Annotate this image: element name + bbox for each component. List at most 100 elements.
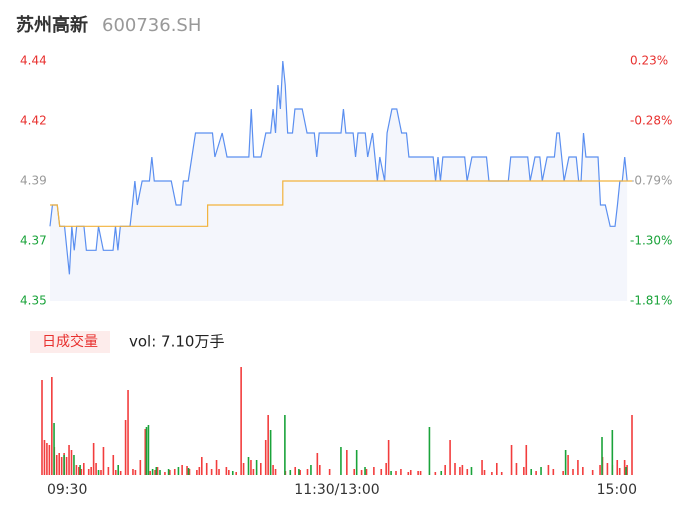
volume-bar (274, 469, 277, 475)
volume-bar (449, 440, 451, 475)
volume-bar (46, 443, 48, 475)
volume-bar (434, 472, 437, 475)
y-tick-label: 4.35 (20, 294, 47, 308)
volume-bar (289, 470, 292, 475)
volume-bar (454, 463, 456, 475)
volume-bar (328, 469, 331, 475)
volume-bar (144, 429, 147, 475)
volume-bar (299, 470, 301, 475)
volume-bar (269, 430, 272, 475)
volume-bar (79, 465, 81, 475)
volume-bar (606, 463, 609, 475)
volume-bar (500, 472, 503, 475)
x-tick-label: 15:00 (597, 482, 637, 498)
volume-bar (139, 460, 142, 475)
volume-bar (225, 467, 228, 475)
volume-bar (625, 467, 627, 475)
volume-bar (385, 463, 387, 475)
volume-bar (55, 455, 58, 475)
y2-tick-label: -1.30% (630, 234, 672, 248)
volume-bar (259, 463, 262, 475)
average-line (50, 180, 632, 227)
volume-bar (390, 471, 392, 475)
volume-bar (298, 469, 300, 475)
volume-bar (306, 469, 309, 475)
volume-bar (107, 467, 110, 475)
volume-bar (169, 470, 171, 475)
volume-bar (68, 445, 70, 475)
volume-bar (114, 470, 117, 475)
volume-bar (562, 471, 564, 475)
volume-bar (466, 469, 469, 475)
volume-bar (284, 415, 286, 475)
volume-bar (510, 445, 513, 475)
volume-title: 日成交量 (42, 333, 98, 350)
volume-bar (242, 463, 245, 475)
volume-bar (353, 469, 356, 475)
volume-bar (264, 440, 267, 475)
volume-bar (41, 380, 43, 475)
volume-total: vol: 7.10万手 (129, 333, 224, 351)
volume-bar (51, 377, 53, 475)
volume-bar (177, 467, 180, 475)
y-tick-label: 4.39 (20, 174, 47, 188)
volume-bar (623, 460, 626, 475)
volume-bar (294, 467, 297, 475)
volume-bar (155, 467, 158, 475)
volume-bar (355, 450, 358, 475)
volume-bar (200, 457, 203, 475)
y2-tick-label: -1.81% (630, 294, 672, 308)
volume-bar (564, 450, 567, 475)
volume-bar (48, 445, 51, 475)
volume-bar (572, 469, 574, 475)
volume-bar (380, 469, 383, 475)
volume-bar (491, 472, 493, 475)
volume-bar (523, 467, 525, 475)
volume-bar (58, 453, 61, 475)
volume-bar (149, 471, 151, 475)
volume-bar (364, 467, 366, 475)
volume-bar (90, 467, 92, 475)
volume-bar (346, 450, 348, 475)
volume-bar (100, 470, 102, 475)
volume-bar (267, 415, 269, 475)
volume-bar (167, 469, 170, 475)
volume-bar (151, 469, 154, 475)
volume-bar (552, 469, 555, 475)
volume-bar (240, 367, 242, 475)
volume-bar (373, 467, 375, 475)
volume-bar (395, 471, 397, 475)
volume-bar (440, 471, 443, 475)
volume-bar (188, 469, 191, 475)
stock-name: 苏州高新 (16, 14, 88, 36)
volume-bar (365, 469, 368, 475)
volume-bar (252, 469, 255, 475)
volume-bar (340, 447, 342, 475)
volume-bar (218, 469, 220, 475)
y-tick-label: 4.44 (20, 54, 47, 68)
volume-bar (186, 466, 188, 475)
volume-bar (547, 465, 550, 475)
volume-bar (407, 472, 410, 475)
volume-bar (428, 427, 431, 475)
volume-bar (145, 427, 148, 475)
x-tick-label: 09:30 (47, 482, 87, 498)
volume-bar (173, 469, 176, 475)
volume-bar (470, 467, 473, 475)
volume-bar (616, 460, 619, 475)
volume-bar (316, 453, 319, 475)
volume-bar (255, 460, 258, 475)
volume-bar (97, 470, 100, 475)
volume-bar (124, 420, 127, 475)
volume-bar (444, 465, 446, 475)
x-tick-label: 11:30/13:00 (294, 482, 379, 498)
volume-bar (70, 450, 73, 475)
volume-bar (417, 471, 419, 475)
volume-bar (205, 463, 208, 475)
volume-bar (461, 465, 464, 475)
volume-bar (495, 463, 498, 475)
volume-bar (599, 465, 601, 475)
volume-bar (250, 460, 252, 475)
volume-bar (409, 470, 412, 475)
